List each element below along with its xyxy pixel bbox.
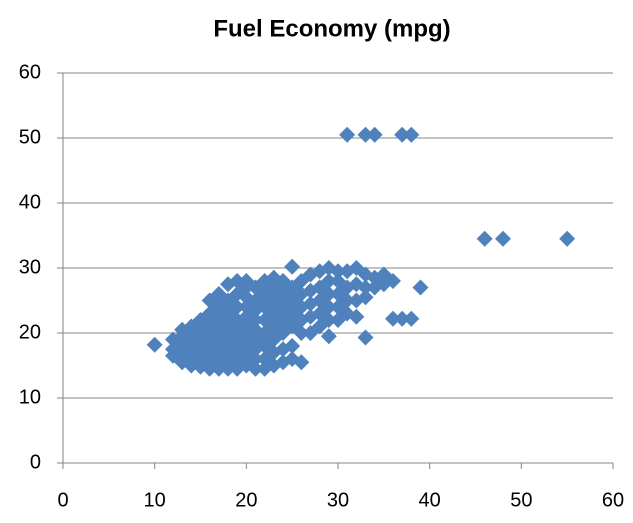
point	[320, 328, 337, 345]
point	[403, 126, 420, 143]
point	[284, 258, 301, 275]
point	[339, 126, 356, 143]
x-tick-label: 60	[602, 489, 624, 511]
point	[403, 310, 420, 327]
point	[320, 299, 337, 315]
point	[394, 310, 411, 327]
point	[357, 329, 374, 346]
point	[229, 299, 246, 315]
x-tick-label: 10	[144, 489, 166, 511]
point	[320, 286, 337, 302]
point	[559, 230, 576, 247]
point	[293, 325, 310, 341]
point	[385, 273, 401, 289]
point	[348, 308, 365, 325]
point	[284, 338, 301, 354]
point	[247, 312, 264, 328]
point	[320, 273, 337, 289]
y-tick-label: 50	[19, 126, 41, 148]
point	[385, 310, 401, 327]
point	[394, 126, 411, 143]
y-tick-label: 0	[30, 451, 41, 473]
x-tick-label: 50	[510, 489, 532, 511]
point	[247, 351, 264, 367]
point	[366, 126, 383, 143]
x-tick-label: 30	[327, 489, 349, 511]
x-tick-label: 40	[419, 489, 441, 511]
point	[339, 292, 356, 309]
y-tick-label: 10	[19, 386, 41, 408]
y-tick-label: 60	[19, 61, 41, 83]
y-tick-label: 30	[19, 256, 41, 278]
x-tick-label: 20	[235, 489, 257, 511]
chart-title: Fuel Economy (mpg)	[213, 15, 450, 42]
point	[357, 289, 374, 306]
y-tick-label: 40	[19, 191, 41, 213]
point	[412, 279, 429, 296]
point	[146, 336, 163, 353]
point	[357, 279, 374, 296]
point	[330, 263, 346, 280]
point	[320, 312, 337, 328]
point	[247, 360, 264, 377]
point	[476, 230, 493, 247]
point	[357, 126, 374, 143]
y-tick-label: 20	[19, 321, 41, 343]
x-tick-label: 0	[57, 489, 68, 511]
point	[495, 230, 511, 247]
point	[293, 354, 310, 371]
